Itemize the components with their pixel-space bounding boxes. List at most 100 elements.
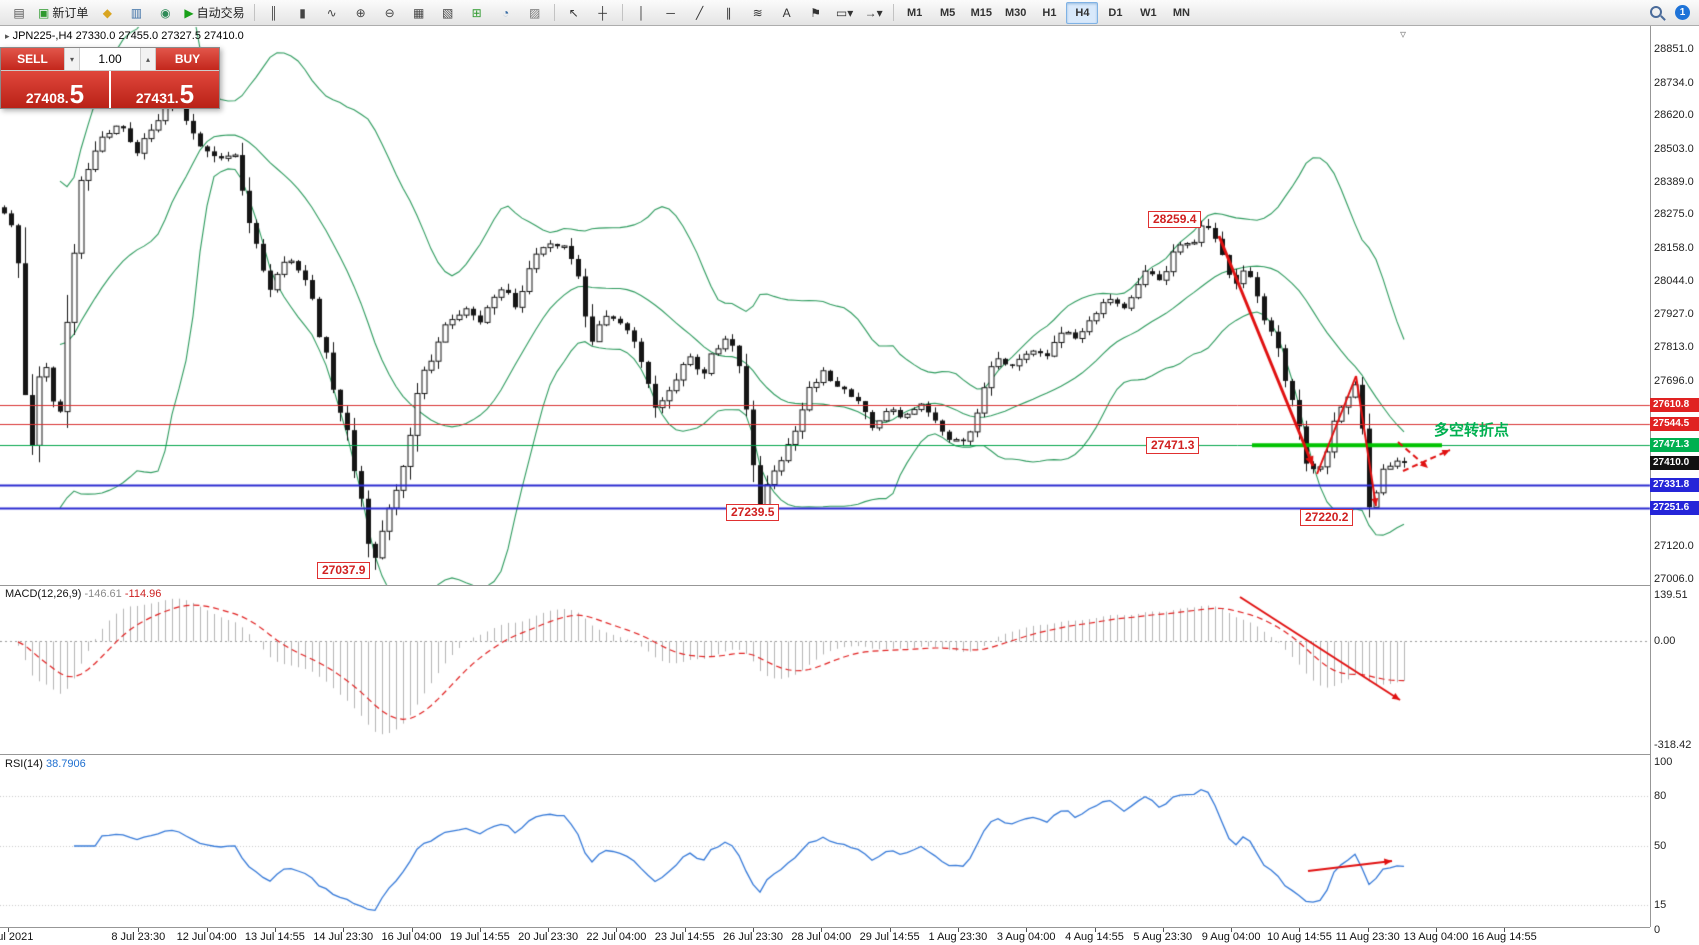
price-label-box[interactable]: 28259.4 [1148, 210, 1202, 228]
autotrading-button-label: 自动交易 [196, 6, 245, 20]
data-window-icon[interactable]: ▥ [122, 2, 150, 24]
crosshair-icon-glyph: ┼ [598, 5, 607, 20]
price-axis-label: 28275.0 [1654, 208, 1694, 221]
tf-m15[interactable]: M15 [965, 2, 998, 24]
toolbar-separator [553, 4, 555, 21]
tf-m30[interactable]: M30 [999, 2, 1032, 24]
autotrading-button-glyph: ▶ [184, 5, 194, 20]
toolbar-right: 1 [1649, 5, 1694, 21]
templates-icon[interactable]: ▨ [521, 2, 549, 24]
indicators-icon[interactable]: ⊞ [463, 2, 491, 24]
candlestick-chart-icon[interactable]: ▮ [289, 2, 317, 24]
price-label-box[interactable]: 27220.2 [1300, 509, 1354, 527]
channel-icon[interactable]: ∥ [715, 2, 743, 24]
time-axis-label: 5 Aug 23:30 [1133, 931, 1193, 943]
zoom-in-icon[interactable]: ⊕ [347, 2, 375, 24]
time-tick [1504, 928, 1505, 932]
chart-shift-marker[interactable]: ▿ [1400, 27, 1407, 41]
rsi-panel-divider[interactable] [0, 754, 1650, 755]
tf-h4-label: H4 [1075, 6, 1090, 19]
fibonacci-icon[interactable]: ≋ [744, 2, 772, 24]
vertical-line-icon[interactable]: │ [628, 2, 656, 24]
chart-canvas[interactable] [0, 26, 1699, 945]
notification-badge[interactable]: 1 [1675, 5, 1690, 20]
sell-price[interactable]: 27408. 5 [1, 71, 109, 108]
market-watch-icon[interactable]: ◆ [93, 2, 121, 24]
tf-h1[interactable]: H1 [1033, 2, 1065, 24]
macd-panel-divider[interactable] [0, 585, 1650, 586]
search-lens [1650, 5, 1662, 18]
time-tick [548, 928, 549, 932]
line-chart-icon[interactable]: ∿ [318, 2, 346, 24]
trendline-icon[interactable]: ╱ [686, 2, 714, 24]
arrows-dropdown[interactable]: →▾ [860, 2, 888, 24]
rsi-value: 38.7906 [45, 758, 86, 770]
search-icon[interactable] [1649, 5, 1666, 21]
sell-price-main: 27408. [25, 90, 69, 106]
tf-m5[interactable]: M5 [932, 2, 964, 24]
buy-price[interactable]: 27431. 5 [111, 71, 219, 108]
price-axis-label: 27696.0 [1654, 374, 1694, 387]
price-tag: 27331.8 [1650, 478, 1699, 493]
one-click-trading-panel: SELL ▾ ▴ BUY 27408. 5 27431. 5 [0, 47, 220, 109]
time-axis-label: 3 Aug 04:00 [996, 931, 1056, 943]
time-tick [1026, 928, 1027, 932]
price-axis-label: 28044.0 [1654, 274, 1694, 287]
price-axis[interactable]: 28851.0 28734.0 28620.0 28503.0 28389.0 28275… [1650, 26, 1699, 945]
cursor-icon[interactable]: ↖ [560, 2, 588, 24]
cascade-windows-icon[interactable]: ▧ [434, 2, 462, 24]
horizontal-line-icon[interactable]: ─ [657, 2, 685, 24]
tf-h4[interactable]: H4 [1066, 1, 1099, 24]
volume-decrease-button[interactable]: ▾ [64, 48, 80, 70]
trade-prices-row: 27408. 5 27431. 5 [1, 71, 219, 108]
periods-icon[interactable]: ◔ [492, 2, 520, 24]
indicators-icon-glyph: ⊞ [471, 5, 482, 20]
tf-d1[interactable]: D1 [1099, 2, 1131, 24]
tf-m1-label: M1 [906, 6, 923, 19]
time-tick [1163, 928, 1164, 932]
time-axis-label: 9 Aug 04:00 [1201, 931, 1261, 943]
trend-annotation-text[interactable]: 多空转折点 [1434, 422, 1510, 439]
time-axis-label: 19 Jul 14:55 [449, 931, 510, 943]
autotrading-button[interactable]: ▶ 自动交易 [180, 2, 248, 24]
price-axis-label: 28503.0 [1654, 142, 1694, 155]
tf-w1[interactable]: W1 [1132, 2, 1164, 24]
macd-axis-label: 0.00 [1654, 634, 1676, 647]
text-icon[interactable]: A [773, 2, 801, 24]
time-tick [207, 928, 208, 932]
time-tick [1436, 928, 1437, 932]
tile-windows-icon[interactable]: ▦ [405, 2, 433, 24]
volume-input[interactable] [80, 48, 140, 70]
price-axis-border [1650, 26, 1651, 927]
shapes-dropdown[interactable]: ▭▾ [831, 2, 859, 24]
symbol-marker: ▸ [5, 31, 10, 41]
navigator-icon[interactable]: ◉ [151, 2, 179, 24]
time-axis-label: 29 Jul 14:55 [859, 931, 920, 943]
time-axis-label: 13 Aug 04:00 [1403, 931, 1469, 943]
time-axis-label: 28 Jul 04:00 [791, 931, 852, 943]
sell-button[interactable]: SELL [1, 48, 64, 70]
label-icon[interactable]: ⚑ [802, 2, 830, 24]
zoom-out-icon[interactable]: ⊖ [376, 2, 404, 24]
bar-chart-icon[interactable]: ║ [260, 2, 288, 24]
time-axis-label: 4 Aug 14:55 [1065, 931, 1124, 943]
volume-increase-button[interactable]: ▴ [140, 48, 156, 70]
price-label-box[interactable]: 27239.5 [726, 503, 780, 521]
time-axis-label: 1 Aug 23:30 [928, 931, 988, 943]
price-axis-label: 27927.0 [1654, 308, 1694, 321]
tf-m1[interactable]: M1 [899, 2, 931, 24]
tf-mn[interactable]: MN [1165, 2, 1197, 24]
time-axis-divider [0, 927, 1650, 928]
crosshair-icon[interactable]: ┼ [589, 2, 617, 24]
price-label-box[interactable]: 27471.3 [1146, 437, 1200, 455]
new-order-button[interactable]: ▣ 新订单 [34, 2, 92, 24]
buy-button[interactable]: BUY [156, 48, 219, 70]
price-axis-label: 27813.0 [1654, 341, 1694, 354]
channel-icon-glyph: ∥ [725, 5, 732, 20]
price-label-box[interactable]: 27037.9 [317, 561, 371, 579]
new-chart-icon-glyph: ▤ [13, 5, 25, 20]
line-chart-icon-glyph: ∿ [326, 5, 337, 20]
time-axis-label: 16 Jul 04:00 [381, 931, 442, 943]
new-chart-icon[interactable]: ▤ [5, 2, 33, 24]
time-axis[interactable]: 8 Jul 2021 8 Jul 23:30 12 Jul 04:00 13 Jul … [0, 26, 1699, 945]
